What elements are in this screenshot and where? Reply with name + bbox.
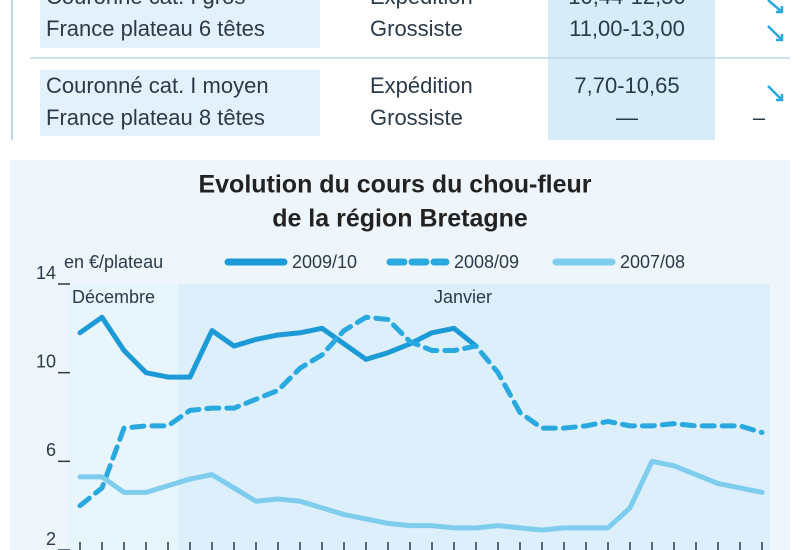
unit-label: en €/plateau [64, 252, 163, 272]
table-price: 7,70-10,65 [574, 73, 679, 98]
trend-arrow [767, 0, 784, 14]
cell-bg [40, 70, 320, 136]
cell-bg [40, 0, 320, 48]
chart-title: de la région Bretagne [272, 205, 528, 233]
table-product: France plateau 8 têtes [46, 105, 265, 130]
table-market: Grossiste [370, 105, 463, 130]
table-market: Expédition [370, 73, 473, 98]
table-price: 10,44-12,50 [568, 0, 685, 9]
plot-bg-strip [68, 284, 178, 550]
legend-label: 2009/10 [292, 252, 357, 272]
price-column-bg [548, 0, 715, 140]
table-product: Couronné cat. I gros [46, 0, 245, 9]
table-product: France plateau 6 têtes [46, 16, 265, 41]
table-price: 11,00-13,00 [569, 16, 685, 41]
y-tick-label: 6 [46, 440, 56, 460]
trend-arrow [767, 85, 784, 102]
plot-bg [68, 284, 770, 550]
series-line [77, 314, 765, 509]
trend-arrow [767, 25, 784, 42]
legend-label: 2007/08 [620, 252, 685, 272]
y-tick-label: 2 [46, 529, 56, 549]
chart-title: Evolution du cours du chou-fleur [198, 171, 591, 199]
y-tick-label: 14 [36, 263, 56, 283]
y-tick-label: 10 [36, 351, 56, 371]
table-trend: – [753, 105, 766, 130]
table-market: Expédition [370, 0, 473, 9]
legend-label: 2008/09 [454, 252, 519, 272]
table-market: Grossiste [370, 16, 463, 41]
annotation: Janvier [434, 287, 492, 307]
series-line [77, 458, 765, 533]
table-price: — [616, 105, 638, 130]
table-product: Couronné cat. I moyen [46, 73, 269, 98]
annotation: Décembre [72, 287, 155, 307]
